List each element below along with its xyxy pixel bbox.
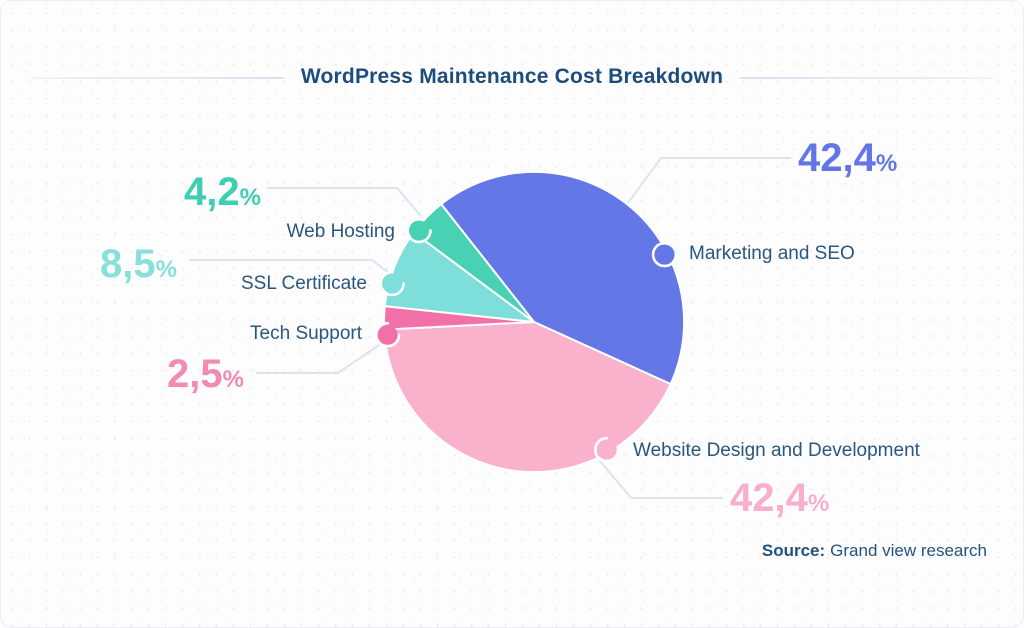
category-label-ssl-certificate: SSL Certificate (240, 273, 367, 294)
source-label: Source: (761, 541, 826, 560)
marker-ring-website-design-and-development (593, 436, 620, 463)
connector-ssl-certificate (189, 259, 390, 274)
pie-slice-website-design-and-development (383, 321, 672, 474)
marker-ring-marketing-and-seo (651, 241, 678, 268)
category-label-web-hosting: Web Hosting (286, 221, 395, 242)
value-label-web-hosting: 4,2% (184, 170, 261, 223)
category-label-website-design-and-development: Website Design and Development (633, 440, 920, 461)
category-label-marketing-and-seo: Marketing and SEO (689, 243, 855, 264)
pie-slice-marketing-and-seo (440, 170, 686, 386)
connector-tech-support (256, 342, 383, 374)
connector-website-design-and-development (599, 460, 723, 499)
title-divider-right (740, 77, 993, 79)
value-label-marketing-and-seo: 42,4% (798, 136, 897, 189)
value-number: 4,2 (184, 170, 240, 214)
marker-dot-web-hosting (409, 220, 429, 241)
marker-ring-ssl-certificate (379, 270, 405, 297)
value-label-ssl-certificate: 8,5% (100, 242, 177, 295)
connector-web-hosting (267, 187, 422, 217)
marker-ring-tech-support (374, 321, 401, 348)
value-label-website-design-and-development: 42,4% (730, 476, 829, 529)
marker-dot-marketing-and-seo (654, 244, 675, 265)
value-number: 2,5 (167, 352, 223, 396)
marker-dot-website-design-and-development (596, 439, 617, 460)
value-unit: % (222, 366, 244, 393)
value-unit: % (807, 490, 830, 517)
value-number: 42,4 (798, 136, 876, 180)
value-number: 42,4 (730, 476, 808, 520)
category-label-tech-support: Tech Support (250, 323, 362, 344)
value-label-tech-support: 2,5% (167, 352, 244, 405)
value-unit: % (155, 256, 177, 283)
value-unit: % (875, 150, 898, 177)
marker-dot-tech-support (377, 324, 398, 345)
value-number: 8,5 (100, 242, 156, 286)
connector-marketing-and-seo (624, 157, 791, 208)
title-divider-left (31, 77, 284, 79)
source-text: Grand view research (830, 541, 987, 560)
source-note: Source: Grand view research (762, 541, 987, 561)
page-title: WordPress Maintenance Cost Breakdown (300, 65, 724, 88)
marker-ring-web-hosting (406, 217, 432, 244)
marker-dot-ssl-certificate (382, 273, 403, 294)
value-unit: % (239, 184, 261, 211)
